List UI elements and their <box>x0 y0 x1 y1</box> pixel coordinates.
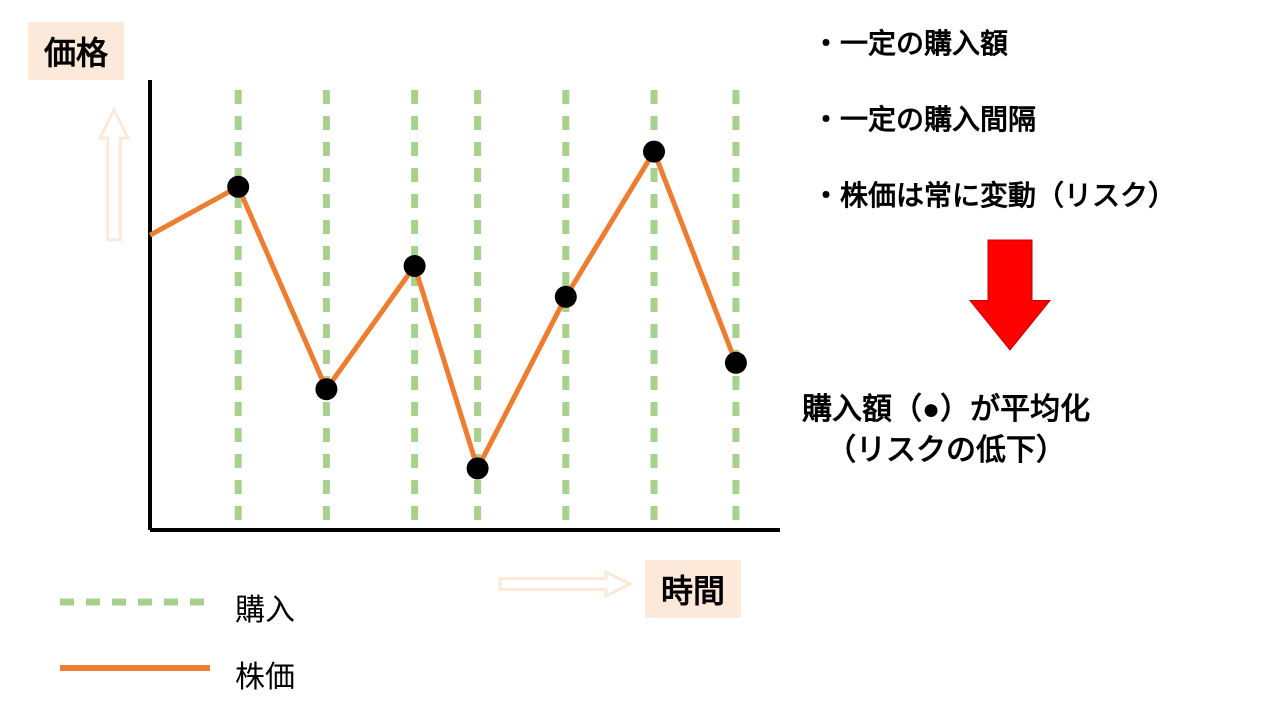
purchase-marker <box>555 286 577 308</box>
red-arrow-icon <box>970 240 1050 350</box>
purchase-marker <box>725 352 747 374</box>
y-arrow-icon <box>100 110 128 240</box>
purchase-marker <box>227 176 249 198</box>
chart-svg <box>0 0 1280 720</box>
purchase-marker <box>467 457 489 479</box>
purchase-marker <box>315 378 337 400</box>
purchase-marker <box>404 255 426 277</box>
x-arrow-icon <box>500 572 630 596</box>
purchase-marker <box>643 141 665 163</box>
